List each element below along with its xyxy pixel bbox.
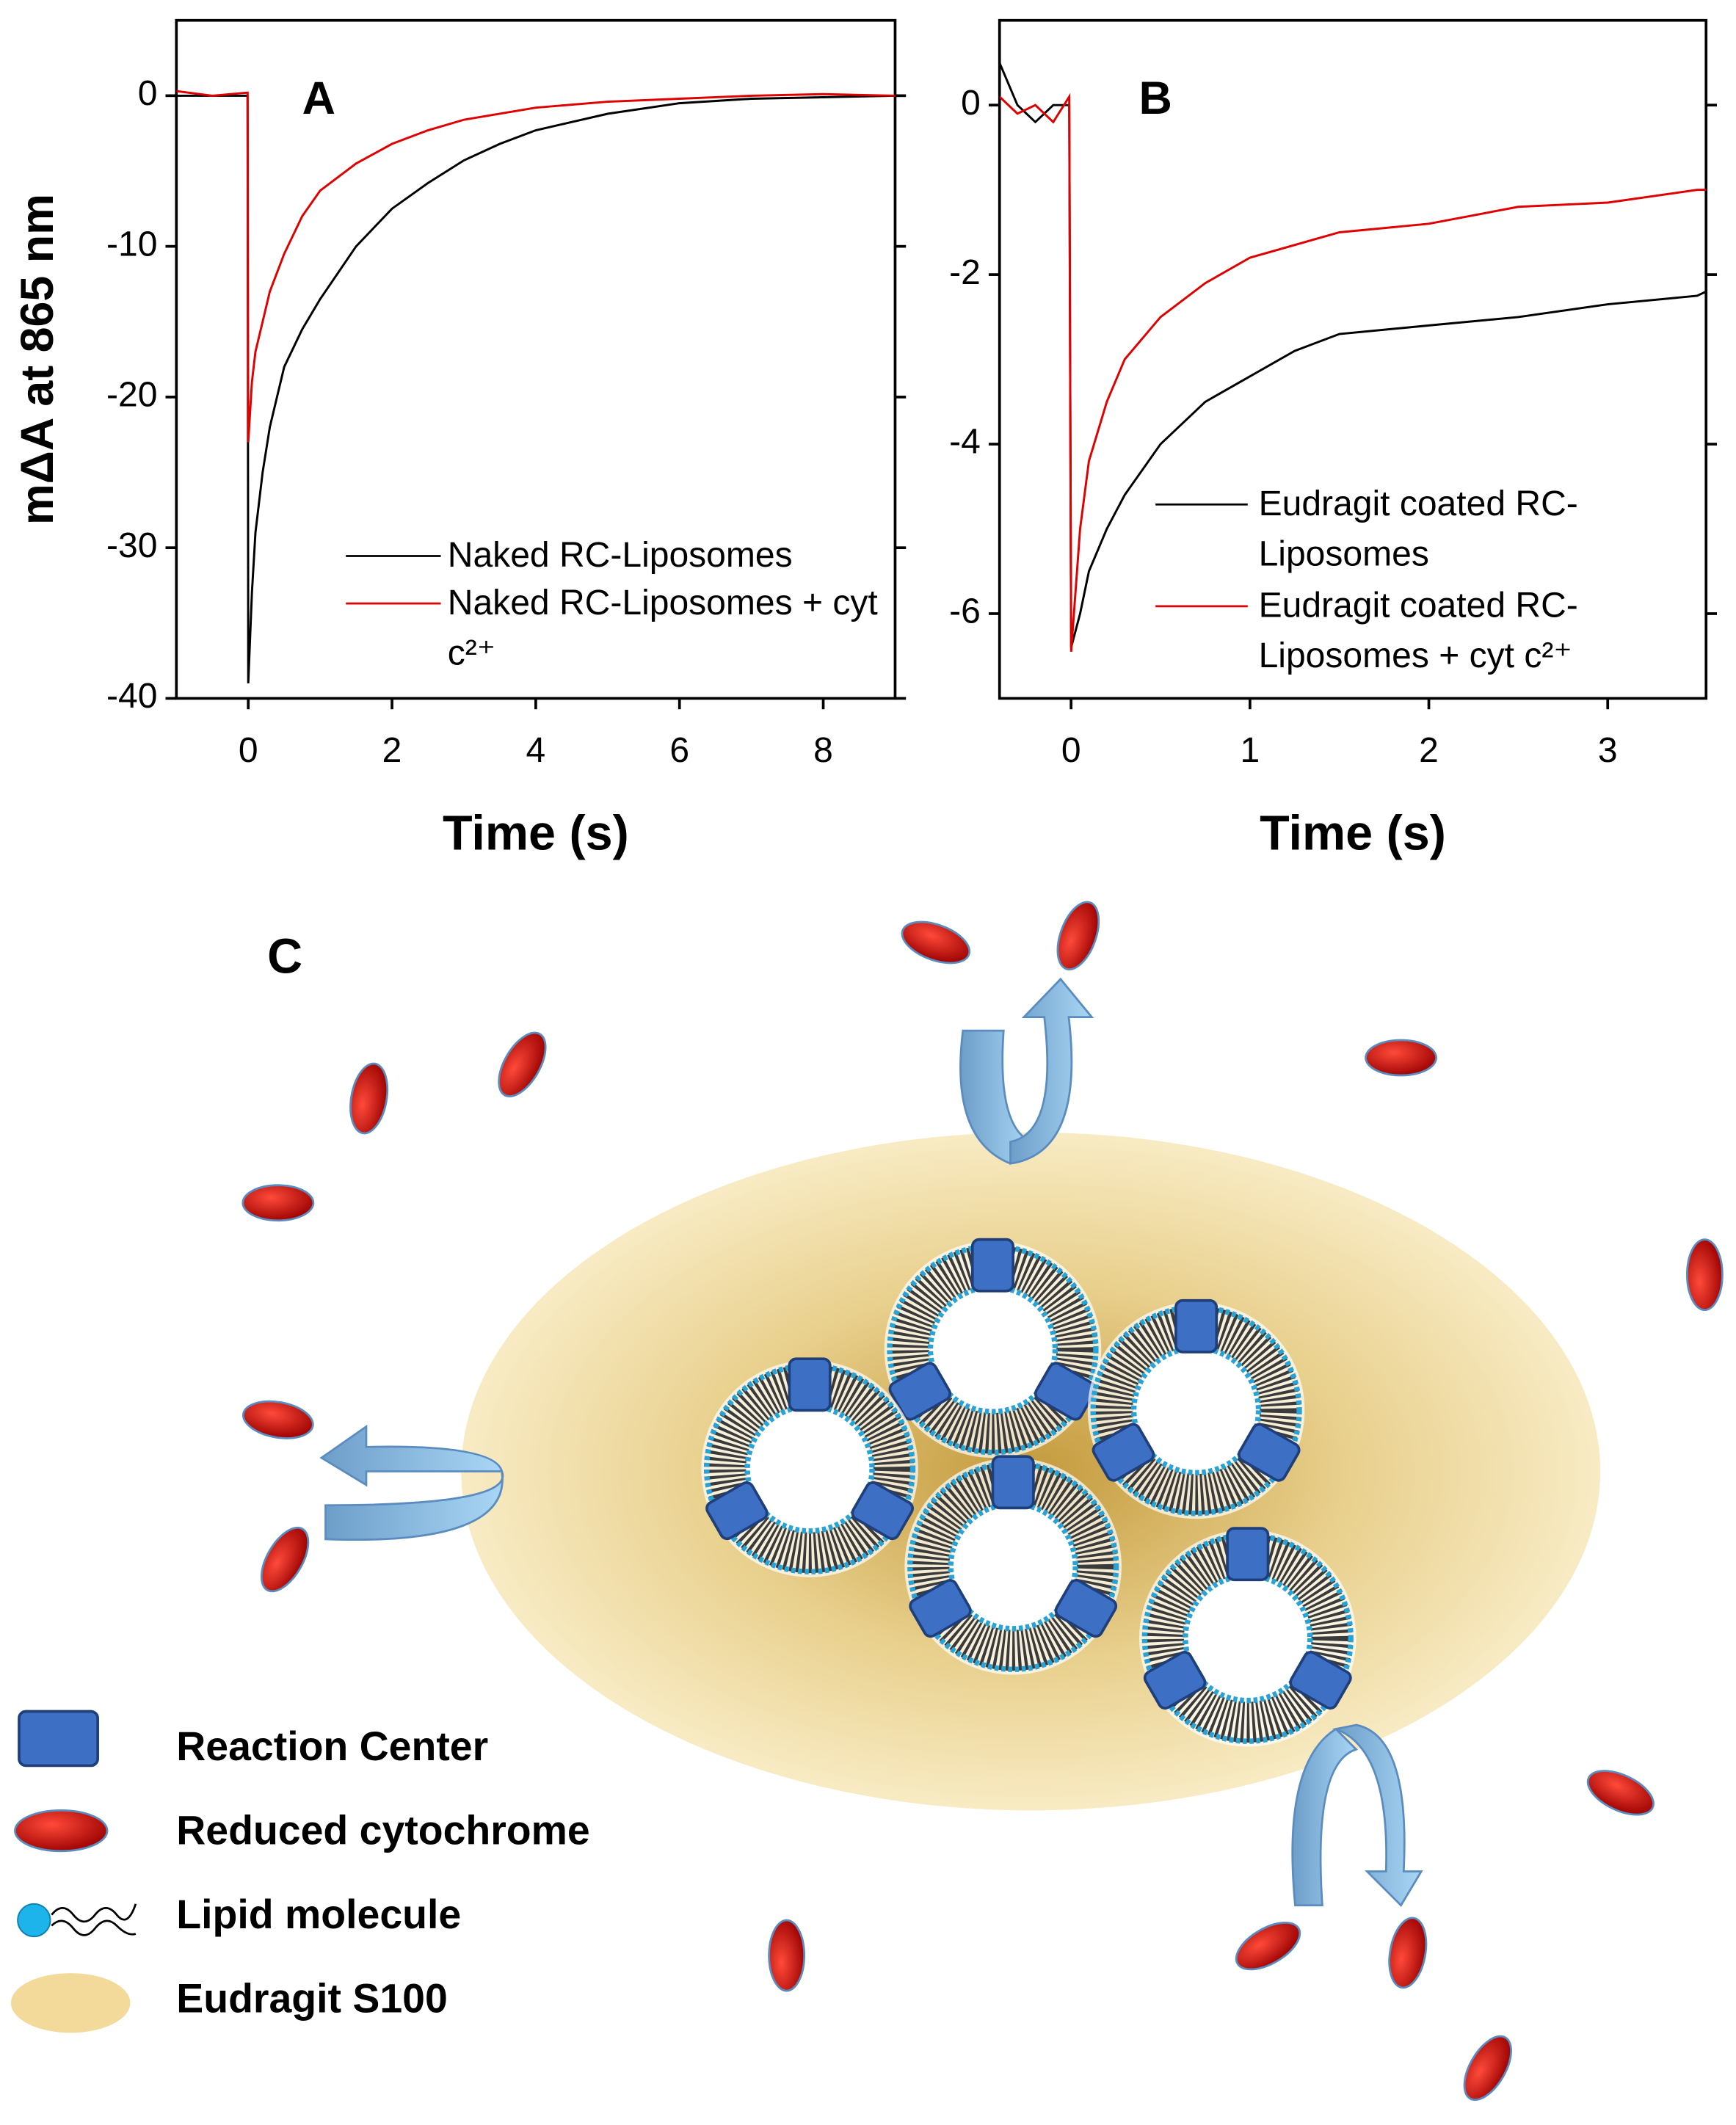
transfer-arrow	[1291, 1727, 1359, 1907]
x-tick-label: 0	[1061, 731, 1081, 770]
panel-label: C	[267, 930, 302, 984]
legend-eudragit	[10, 1973, 131, 2033]
cytochrome	[349, 1062, 389, 1135]
data-line	[999, 92, 1707, 653]
reaction-center	[788, 1357, 832, 1412]
lipid-bilayer	[1143, 1533, 1353, 1743]
x-tick-label: 0	[239, 731, 258, 770]
reaction-center	[851, 1481, 914, 1541]
cytochrome	[768, 1919, 806, 1992]
y-tick-label: -4	[949, 423, 981, 462]
x-tick-label: 6	[669, 731, 689, 770]
y-axis-title: mΔA at 865 nm	[12, 194, 63, 525]
reaction-center	[1143, 1651, 1207, 1710]
reaction-center	[18, 1710, 99, 1768]
data-line	[176, 90, 896, 443]
y-tick-label: -6	[949, 592, 981, 631]
x-tick-label: 3	[1598, 731, 1618, 770]
lipid-bilayer	[908, 1461, 1118, 1671]
reaction-center	[1092, 1423, 1155, 1482]
y-tick-label: -40	[106, 677, 157, 716]
data-line	[999, 62, 1707, 648]
cytochrome	[260, 1526, 310, 1593]
panel-label: A	[302, 73, 335, 124]
lipid-bilayer	[1092, 1306, 1301, 1515]
y-tick-label: 0	[138, 74, 158, 113]
legend-label: Naked RC-Liposomes	[447, 534, 793, 575]
x-axis-title: Time (s)	[1260, 806, 1446, 860]
legend-label: Eudragit coated RC-Liposomes + cyt c²⁺	[1258, 584, 1578, 676]
transfer-arrow	[319, 1424, 504, 1487]
legend-entry: Naked RC-Liposomes	[447, 534, 793, 575]
x-tick-label: 2	[1419, 731, 1439, 770]
cytochrome	[1388, 1917, 1428, 1989]
cytochrome	[1365, 1039, 1437, 1077]
legend-cytochrome	[14, 1809, 109, 1853]
x-tick-label: 2	[382, 731, 402, 770]
cytochrome	[1056, 901, 1100, 971]
legend-entry: Naked RC-Liposomes + cyt c²⁺	[447, 581, 878, 673]
reaction-center	[1289, 1651, 1352, 1710]
y-tick-label: -10	[106, 225, 157, 264]
y-tick-label: -20	[106, 376, 157, 415]
transfer-arrow	[1009, 977, 1094, 1165]
transfer-arrow	[1332, 1723, 1423, 1907]
legend-entry: Eudragit coated RC-Liposomes + cyt c²⁺	[1258, 584, 1578, 676]
reaction-center	[970, 1238, 1015, 1293]
reaction-center	[909, 1579, 972, 1638]
reaction-center	[888, 1362, 951, 1421]
reaction-center	[991, 1455, 1035, 1510]
lipid-bilayer	[888, 1244, 1097, 1454]
y-tick-label: 0	[961, 84, 981, 123]
cytochrome	[1586, 1770, 1655, 1816]
legend-label: Eudragit coated RC-Liposomes	[1258, 482, 1578, 574]
reaction-center	[1174, 1298, 1219, 1354]
legend-entry: Eudragit coated RC-Liposomes	[1258, 482, 1578, 574]
legend-label: Naked RC-Liposomes + cyt c²⁺	[447, 581, 878, 673]
cytochrome	[498, 1031, 547, 1097]
x-tick-label: 8	[813, 731, 833, 770]
transfer-arrow	[324, 1471, 504, 1541]
data-line	[176, 94, 896, 684]
y-tick-label: -2	[949, 253, 981, 292]
cytochrome	[901, 920, 971, 965]
plot-frame	[998, 18, 1708, 700]
legend-label: Lipid molecule	[176, 1892, 461, 1937]
x-axis-title: Time (s)	[443, 806, 629, 860]
y-tick-label: -30	[106, 526, 157, 565]
x-tick-label: 1	[1240, 731, 1260, 770]
legend-lipid-head	[17, 1903, 51, 1938]
legend-label: Eudragit S100	[176, 1976, 448, 2022]
cytochrome	[1235, 1921, 1301, 1971]
reaction-center	[1238, 1423, 1301, 1482]
cytochrome	[1685, 1238, 1724, 1312]
legend-lipid-tail	[51, 1903, 137, 1936]
lipid-bilayer	[705, 1364, 915, 1574]
diagram	[241, 901, 1724, 2102]
x-tick-label: 4	[526, 731, 546, 770]
reaction-center	[705, 1481, 769, 1541]
legend-label: Reduced cytochrome	[176, 1807, 589, 1853]
cytochrome	[1463, 2035, 1512, 2102]
cytochrome	[241, 1184, 315, 1222]
cytochrome	[241, 1400, 314, 1439]
reaction-center	[1226, 1527, 1270, 1582]
legend-label: Reaction Center	[176, 1723, 488, 1769]
reaction-center	[1054, 1579, 1118, 1638]
panel-label: B	[1138, 73, 1172, 124]
